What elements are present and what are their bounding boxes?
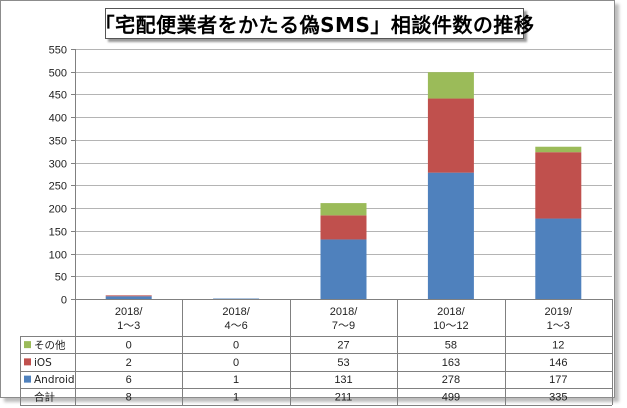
table-cell-value: 27 bbox=[337, 340, 349, 352]
table-cell-value: 211 bbox=[335, 391, 353, 403]
table-cell-value: 278 bbox=[442, 374, 460, 386]
bar-その他 bbox=[427, 72, 474, 99]
table-cell-value: 1 bbox=[233, 391, 239, 403]
table-row-label: iOS bbox=[34, 357, 52, 369]
table-cell-value: 146 bbox=[549, 357, 567, 369]
category-label: 1～3 bbox=[117, 320, 140, 332]
y-tick-label: 250 bbox=[49, 181, 67, 193]
category-label: 7～9 bbox=[332, 320, 355, 332]
bar-ios bbox=[535, 152, 582, 219]
table-cell-value: 6 bbox=[126, 374, 132, 386]
bar-その他 bbox=[320, 203, 367, 216]
table-cell-value: 0 bbox=[233, 357, 239, 369]
table-cell-value: 335 bbox=[549, 391, 567, 403]
table-cell-value: 0 bbox=[233, 340, 239, 352]
table-cell-value: 177 bbox=[549, 374, 567, 386]
bar-ios bbox=[105, 295, 152, 297]
table-cell-value: 499 bbox=[442, 391, 460, 403]
y-tick-label: 100 bbox=[49, 250, 67, 262]
table-cell-value: 58 bbox=[445, 340, 457, 352]
y-tick-label: 550 bbox=[49, 45, 67, 57]
bar-android bbox=[535, 218, 582, 299]
table-cell-value: 8 bbox=[126, 391, 132, 403]
table-cell-value: 2 bbox=[126, 357, 132, 369]
y-tick-label: 50 bbox=[55, 272, 67, 284]
table-row-label: その他 bbox=[34, 339, 66, 352]
bar-ios bbox=[320, 215, 367, 240]
bar-android bbox=[213, 298, 260, 300]
category-label: 10～12 bbox=[433, 320, 468, 332]
y-tick-label: 400 bbox=[49, 113, 67, 125]
chart-title-box: 「宅配便業者をかたる偽SMS」相談件数の推移 bbox=[95, 8, 534, 39]
table-cell-value: 131 bbox=[334, 374, 352, 386]
legend-key-android bbox=[24, 375, 31, 383]
bar-その他 bbox=[535, 146, 582, 153]
category-label: 4～6 bbox=[224, 320, 247, 332]
category-label: 2018/ bbox=[330, 306, 358, 318]
y-tick-label: 300 bbox=[49, 159, 67, 171]
legend-key-ios bbox=[24, 358, 31, 366]
legend-key-その他 bbox=[24, 341, 31, 349]
y-tick-label: 350 bbox=[49, 136, 67, 148]
category-label: 1～3 bbox=[547, 320, 570, 332]
bar-android bbox=[105, 296, 152, 299]
category-label: 2018/ bbox=[222, 306, 250, 318]
chart-title: 「宅配便業者をかたる偽SMS」相談件数の推移 bbox=[94, 13, 535, 37]
table-cell-value: 12 bbox=[552, 340, 564, 352]
table-row-label: Android bbox=[34, 374, 75, 386]
chart-frame bbox=[0, 0, 615, 398]
y-tick-label: 200 bbox=[49, 204, 67, 216]
bar-android bbox=[427, 172, 474, 299]
category-label: 2019/ bbox=[545, 306, 573, 318]
table-cell-value: 1 bbox=[233, 374, 239, 386]
bar-android bbox=[320, 239, 367, 299]
table-cell-value: 53 bbox=[337, 357, 349, 369]
category-label: 2018/ bbox=[115, 306, 143, 318]
table-cell-value: 0 bbox=[126, 340, 132, 352]
category-label: 2018/ bbox=[437, 306, 465, 318]
table-cell-value: 163 bbox=[442, 357, 460, 369]
y-tick-label: 0 bbox=[61, 295, 67, 307]
y-tick-label: 450 bbox=[49, 90, 67, 102]
y-tick-label: 150 bbox=[49, 227, 67, 239]
table-row-label: 合計 bbox=[34, 390, 55, 403]
y-tick-label: 500 bbox=[49, 68, 67, 80]
bar-ios bbox=[427, 98, 474, 173]
